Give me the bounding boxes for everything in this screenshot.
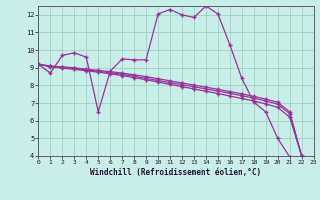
X-axis label: Windchill (Refroidissement éolien,°C): Windchill (Refroidissement éolien,°C): [91, 168, 261, 177]
